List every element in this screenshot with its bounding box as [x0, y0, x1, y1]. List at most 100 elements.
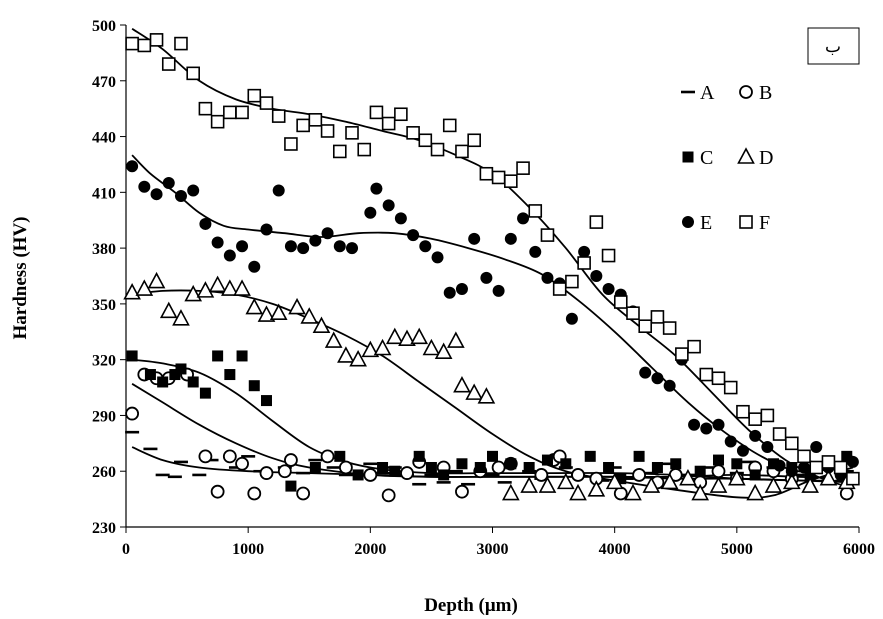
- series-d-point: [691, 483, 710, 501]
- series-c-point: [175, 363, 187, 375]
- series-c-point: [603, 462, 615, 474]
- series-c-point: [224, 369, 236, 381]
- series-e-point: [309, 234, 322, 247]
- series-b-point: [632, 468, 646, 482]
- x-tick-label: 0: [122, 541, 130, 558]
- series-d-point: [196, 281, 215, 298]
- series-f-point: [479, 166, 494, 181]
- series-f-point: [528, 204, 543, 218]
- y-axis: 230 260 290 320 350 380 410 440 470 500: [92, 18, 126, 537]
- trend-curves: [131, 27, 854, 499]
- series-c-point: [285, 480, 297, 492]
- series-b-point: [839, 486, 854, 501]
- series-f-point: [723, 380, 738, 395]
- series-f-point: [797, 449, 811, 464]
- series-d-point: [746, 483, 764, 501]
- legend-label-f: F: [759, 212, 770, 234]
- series-f-point: [613, 295, 628, 309]
- series-f-point: [809, 460, 824, 475]
- series-f-point: [504, 174, 518, 188]
- series-c-point: [731, 458, 743, 470]
- corner-label-box: ب: [807, 27, 860, 65]
- series-e-point: [480, 271, 493, 284]
- series-f-point: [137, 38, 152, 53]
- series-e-point: [394, 212, 407, 225]
- series-c-point: [236, 350, 248, 362]
- series-b-point: [277, 464, 292, 479]
- series-e-point: [370, 182, 383, 195]
- series-e-point: [810, 441, 823, 454]
- x-axis: 0 1000 2000 3000 4000 5000 6000: [122, 527, 875, 558]
- series-e-trend-line: [131, 154, 854, 473]
- legend-label-a: A: [700, 82, 715, 104]
- series-c-point: [413, 450, 425, 462]
- series-e-point: [651, 372, 664, 385]
- series-d-point: [447, 331, 465, 348]
- series-b-point: [198, 449, 213, 464]
- series-e-point: [199, 217, 212, 230]
- series-c-point: [389, 465, 401, 477]
- series-e-point: [382, 199, 395, 212]
- series-e-point: [590, 270, 603, 282]
- series-e-point: [468, 232, 481, 245]
- series-f-point: [320, 124, 335, 138]
- series-f-point: [601, 248, 616, 263]
- series-e-point: [517, 212, 530, 225]
- series-f-point: [687, 339, 701, 354]
- legend-label-b: B: [759, 82, 772, 104]
- series-c-point: [352, 469, 364, 481]
- series-e-point: [419, 240, 432, 253]
- series-b-point: [210, 484, 225, 499]
- x-tick-label: 5000: [721, 541, 753, 558]
- legend-label-e: E: [700, 212, 712, 234]
- series-e-point: [333, 240, 346, 253]
- legend-label-c: C: [700, 147, 713, 169]
- series-f-point: [430, 142, 445, 157]
- y-tick-label: 380: [92, 241, 116, 258]
- series-d-point: [349, 349, 367, 367]
- series-e-point: [346, 242, 359, 255]
- series-e-markers: [126, 160, 859, 481]
- legend-marker-b: [739, 85, 753, 99]
- series-f-point: [516, 161, 530, 175]
- series-c-point: [560, 458, 572, 470]
- series-c-point: [584, 450, 596, 462]
- series-f-point: [174, 36, 188, 51]
- series-c-point: [523, 462, 535, 474]
- series-e-point: [236, 240, 249, 253]
- series-d-point: [300, 307, 319, 324]
- legend-label-d: D: [759, 147, 773, 169]
- series-c-point: [212, 350, 224, 362]
- series-e-point: [688, 418, 701, 431]
- series-f-point: [833, 460, 848, 475]
- series-f-point: [736, 404, 750, 419]
- series-b-point: [381, 488, 396, 503]
- series-b-point: [613, 486, 628, 501]
- series-d-point: [501, 483, 520, 501]
- series-d-point: [385, 327, 404, 345]
- series-e-point: [700, 422, 713, 435]
- data-markers: [123, 33, 860, 503]
- series-f-point: [406, 126, 420, 140]
- series-e-point: [431, 251, 444, 264]
- series-e-point: [529, 245, 542, 258]
- series-e-point: [150, 188, 163, 201]
- series-d-point: [147, 271, 166, 289]
- series-d-point: [245, 297, 264, 315]
- series-f-point: [186, 66, 200, 81]
- series-d-point: [764, 476, 783, 493]
- series-d-point: [337, 346, 355, 363]
- series-e-point: [663, 379, 676, 392]
- series-c-point: [651, 462, 663, 474]
- series-f-point: [125, 36, 139, 51]
- series-d-point: [477, 387, 496, 404]
- series-c-point: [199, 387, 211, 399]
- series-e-point: [602, 283, 615, 296]
- series-e-point: [773, 459, 786, 472]
- series-b-point: [222, 449, 237, 464]
- series-e-point: [798, 461, 811, 474]
- series-c-point: [670, 458, 682, 470]
- series-c-point: [505, 458, 517, 470]
- series-c-point: [767, 458, 779, 470]
